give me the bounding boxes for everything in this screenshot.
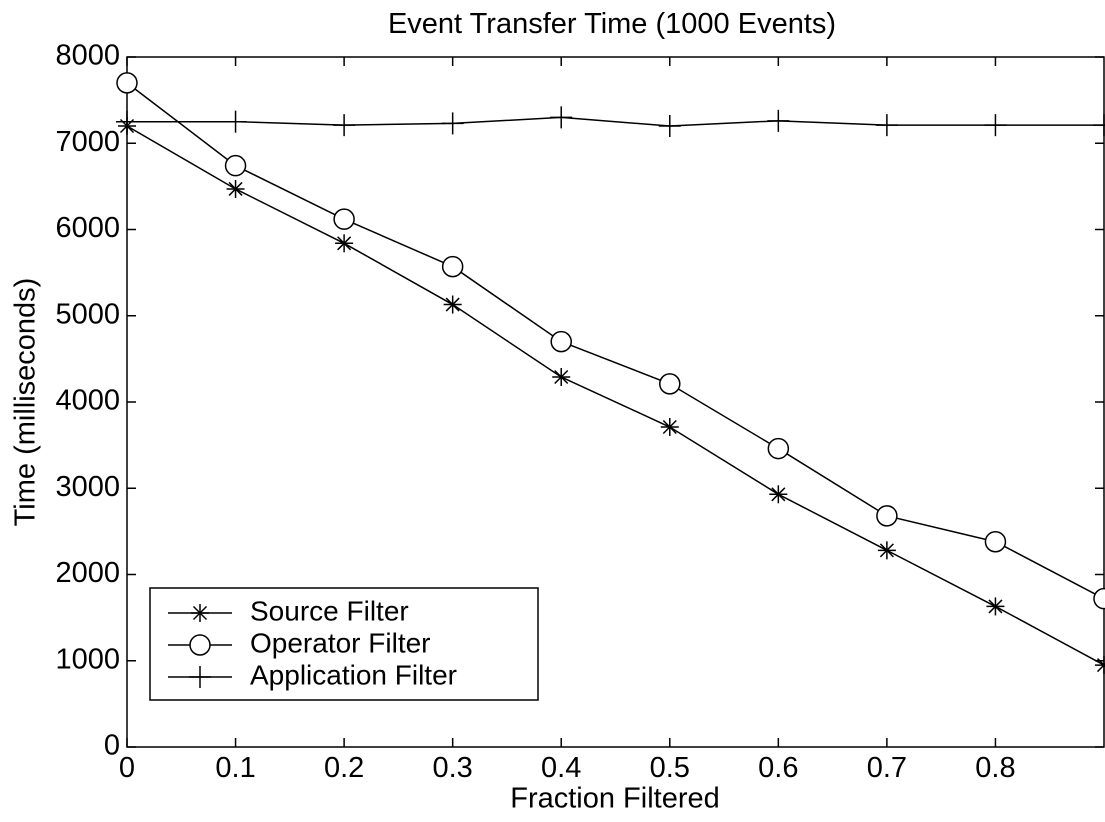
data-point-circle <box>550 330 572 353</box>
data-point-plus <box>658 115 681 137</box>
x-tick-label: 0 <box>119 752 135 784</box>
series-application-filter <box>116 106 1105 137</box>
data-point-plus <box>1093 114 1105 137</box>
series-layer <box>116 72 1105 675</box>
y-tick-label: 4000 <box>55 385 120 417</box>
legend-marker-plus <box>189 666 211 688</box>
data-point-circle <box>333 208 355 230</box>
legend-label: Application Filter <box>250 659 457 690</box>
y-tick-label: 8000 <box>55 40 120 72</box>
x-tick-label: 0.1 <box>215 752 255 784</box>
x-tick-label: 0.3 <box>433 752 473 784</box>
data-point-circle <box>984 530 1007 553</box>
y-tick-label: 7000 <box>55 126 120 158</box>
series-line <box>126 82 1105 600</box>
axis-ticks: 0 0.1 0.2 0.3 0.4 0.5 0.6 0.7 0.8 0 1000 2000 3000 40… <box>55 40 1104 784</box>
x-tick-label: 0.4 <box>541 752 581 784</box>
data-point-asterisk <box>335 234 354 253</box>
legend-label: Operator Filter <box>250 627 431 658</box>
data-point-plus <box>875 114 898 137</box>
legend-marker-asterisk <box>191 604 209 622</box>
series-line <box>127 116 1104 127</box>
data-point-asterisk <box>986 597 1005 616</box>
legend-box <box>149 587 539 701</box>
data-point-circle <box>224 154 247 177</box>
data-point-plus <box>224 110 247 133</box>
data-point-circle <box>659 373 681 395</box>
y-tick-label: 0 <box>104 730 120 762</box>
y-tick-label: 2000 <box>55 557 120 589</box>
legend-item: Operator Filter <box>168 627 431 658</box>
data-point-circle <box>876 505 898 527</box>
data-point-circle <box>441 255 464 278</box>
legend-item: Source Filter <box>168 595 409 626</box>
legend-item: Application Filter <box>168 659 457 690</box>
series-source-filter <box>118 117 1105 675</box>
x-tick-label: 0.8 <box>975 752 1015 784</box>
data-point-asterisk <box>443 295 462 314</box>
legend-marker-circle <box>189 634 211 656</box>
data-point-plus <box>333 114 356 137</box>
chart-title: Event Transfer Time (1000 Events) <box>388 8 836 40</box>
data-point-plus <box>550 106 573 129</box>
data-point-asterisk <box>660 418 679 437</box>
data-point-circle <box>1093 587 1105 610</box>
legend-label: Source Filter <box>250 595 409 626</box>
data-point-asterisk <box>552 367 571 386</box>
y-tick-label: 6000 <box>55 212 120 244</box>
y-tick-label: 5000 <box>55 298 120 330</box>
data-point-asterisk <box>877 541 896 560</box>
x-tick-label: 0.7 <box>867 752 907 784</box>
data-point-plus <box>984 114 1007 137</box>
data-point-asterisk <box>226 179 245 198</box>
data-point-circle <box>116 72 138 94</box>
data-point-asterisk <box>1095 656 1105 675</box>
series-line <box>126 125 1105 666</box>
data-point-plus <box>116 110 138 133</box>
data-point-circle <box>767 437 790 460</box>
x-tick-label: 0.2 <box>324 752 364 784</box>
y-tick-label: 1000 <box>55 643 120 675</box>
data-point-plus <box>767 109 790 132</box>
y-tick-label: 3000 <box>55 471 120 503</box>
data-point-plus <box>441 112 464 135</box>
x-tick-label: 0.6 <box>758 752 798 784</box>
series-operator-filter <box>116 72 1105 610</box>
x-axis-title: Fraction Filtered <box>510 783 720 815</box>
data-point-asterisk <box>769 485 788 504</box>
y-axis-title: Time (milliseconds) <box>10 278 42 527</box>
x-tick-label: 0.5 <box>650 752 690 784</box>
